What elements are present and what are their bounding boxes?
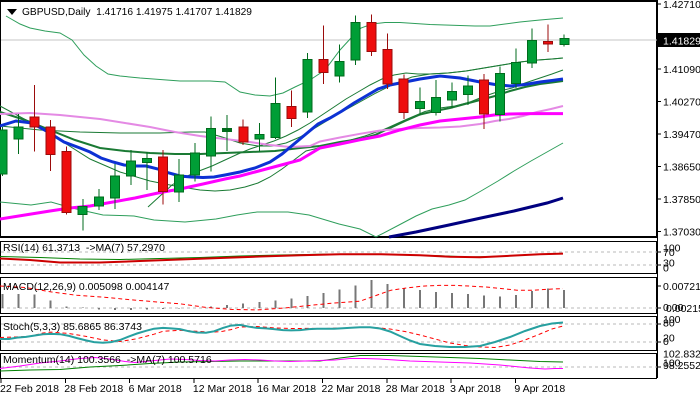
svg-text:1.42710: 1.42710 bbox=[663, 0, 700, 11]
svg-text:22 Mar 2018: 22 Mar 2018 bbox=[322, 383, 381, 395]
svg-text:98.2552: 98.2552 bbox=[663, 360, 700, 372]
svg-text:0: 0 bbox=[663, 336, 669, 348]
svg-text:102.8323: 102.8323 bbox=[663, 349, 700, 361]
svg-text:1.41829: 1.41829 bbox=[663, 36, 700, 48]
svg-text:100: 100 bbox=[663, 314, 681, 326]
svg-text:70: 70 bbox=[663, 247, 675, 259]
svg-text:1.37030: 1.37030 bbox=[663, 227, 700, 239]
svg-text:80: 80 bbox=[663, 318, 675, 330]
svg-text:1.37850: 1.37850 bbox=[663, 194, 700, 206]
svg-text:0.00721: 0.00721 bbox=[663, 281, 700, 293]
svg-text:GBPUSD,Daily 1.41716 1.41975: GBPUSD,Daily 1.41716 1.41975 1.41707 1.4… bbox=[22, 7, 252, 18]
svg-text:1.38650: 1.38650 bbox=[663, 162, 700, 174]
svg-text:30: 30 bbox=[663, 258, 675, 270]
svg-text:6 Mar 2018: 6 Mar 2018 bbox=[129, 383, 182, 395]
svg-text:100: 100 bbox=[663, 358, 681, 370]
svg-text:16 Mar 2018: 16 Mar 2018 bbox=[257, 383, 316, 395]
svg-text:0.00: 0.00 bbox=[663, 302, 684, 314]
svg-text:28 Feb 2018: 28 Feb 2018 bbox=[64, 383, 123, 395]
svg-text:1.39470: 1.39470 bbox=[663, 129, 700, 141]
svg-text:28 Mar 2018: 28 Mar 2018 bbox=[386, 383, 445, 395]
svg-text:0.002156: 0.002156 bbox=[666, 303, 700, 315]
svg-text:0: 0 bbox=[663, 263, 669, 275]
svg-text:MACD(12,26,9) 0.005098 0.00414: MACD(12,26,9) 0.005098 0.004147 bbox=[3, 281, 170, 293]
svg-text:12 Mar 2018: 12 Mar 2018 bbox=[193, 383, 252, 395]
svg-text:Stoch(5,3,3) 85.6865 86.3743: Stoch(5,3,3) 85.6865 86.3743 bbox=[3, 321, 142, 333]
svg-text:20: 20 bbox=[663, 333, 675, 345]
svg-text:1.41090: 1.41090 bbox=[663, 64, 700, 76]
svg-text:100: 100 bbox=[663, 243, 681, 255]
svg-text:RSI(14) 61.3713 ->MA(7) 57.29: RSI(14) 61.3713 ->MA(7) 57.2970 bbox=[3, 242, 165, 254]
svg-text:22 Feb 2018: 22 Feb 2018 bbox=[0, 383, 59, 395]
svg-text:1.40270: 1.40270 bbox=[663, 97, 700, 109]
svg-text:9 Apr 2018: 9 Apr 2018 bbox=[514, 383, 565, 395]
svg-text:Momentum(14) 100.3566 ->MA(7): Momentum(14) 100.3566 ->MA(7) 100.5716 bbox=[3, 354, 212, 366]
svg-text:3 Apr 2018: 3 Apr 2018 bbox=[450, 383, 501, 395]
